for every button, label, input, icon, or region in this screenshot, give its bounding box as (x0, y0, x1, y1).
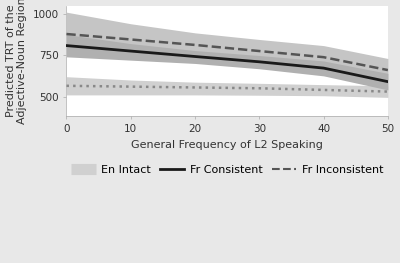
X-axis label: General Frequency of L2 Speaking: General Frequency of L2 Speaking (131, 140, 323, 150)
Legend: En Intact, Fr Consistent, Fr Inconsistent: En Intact, Fr Consistent, Fr Inconsisten… (67, 160, 388, 180)
Y-axis label: Predicted TRT of the
Adjective-Noun Region: Predicted TRT of the Adjective-Noun Regi… (6, 0, 27, 124)
